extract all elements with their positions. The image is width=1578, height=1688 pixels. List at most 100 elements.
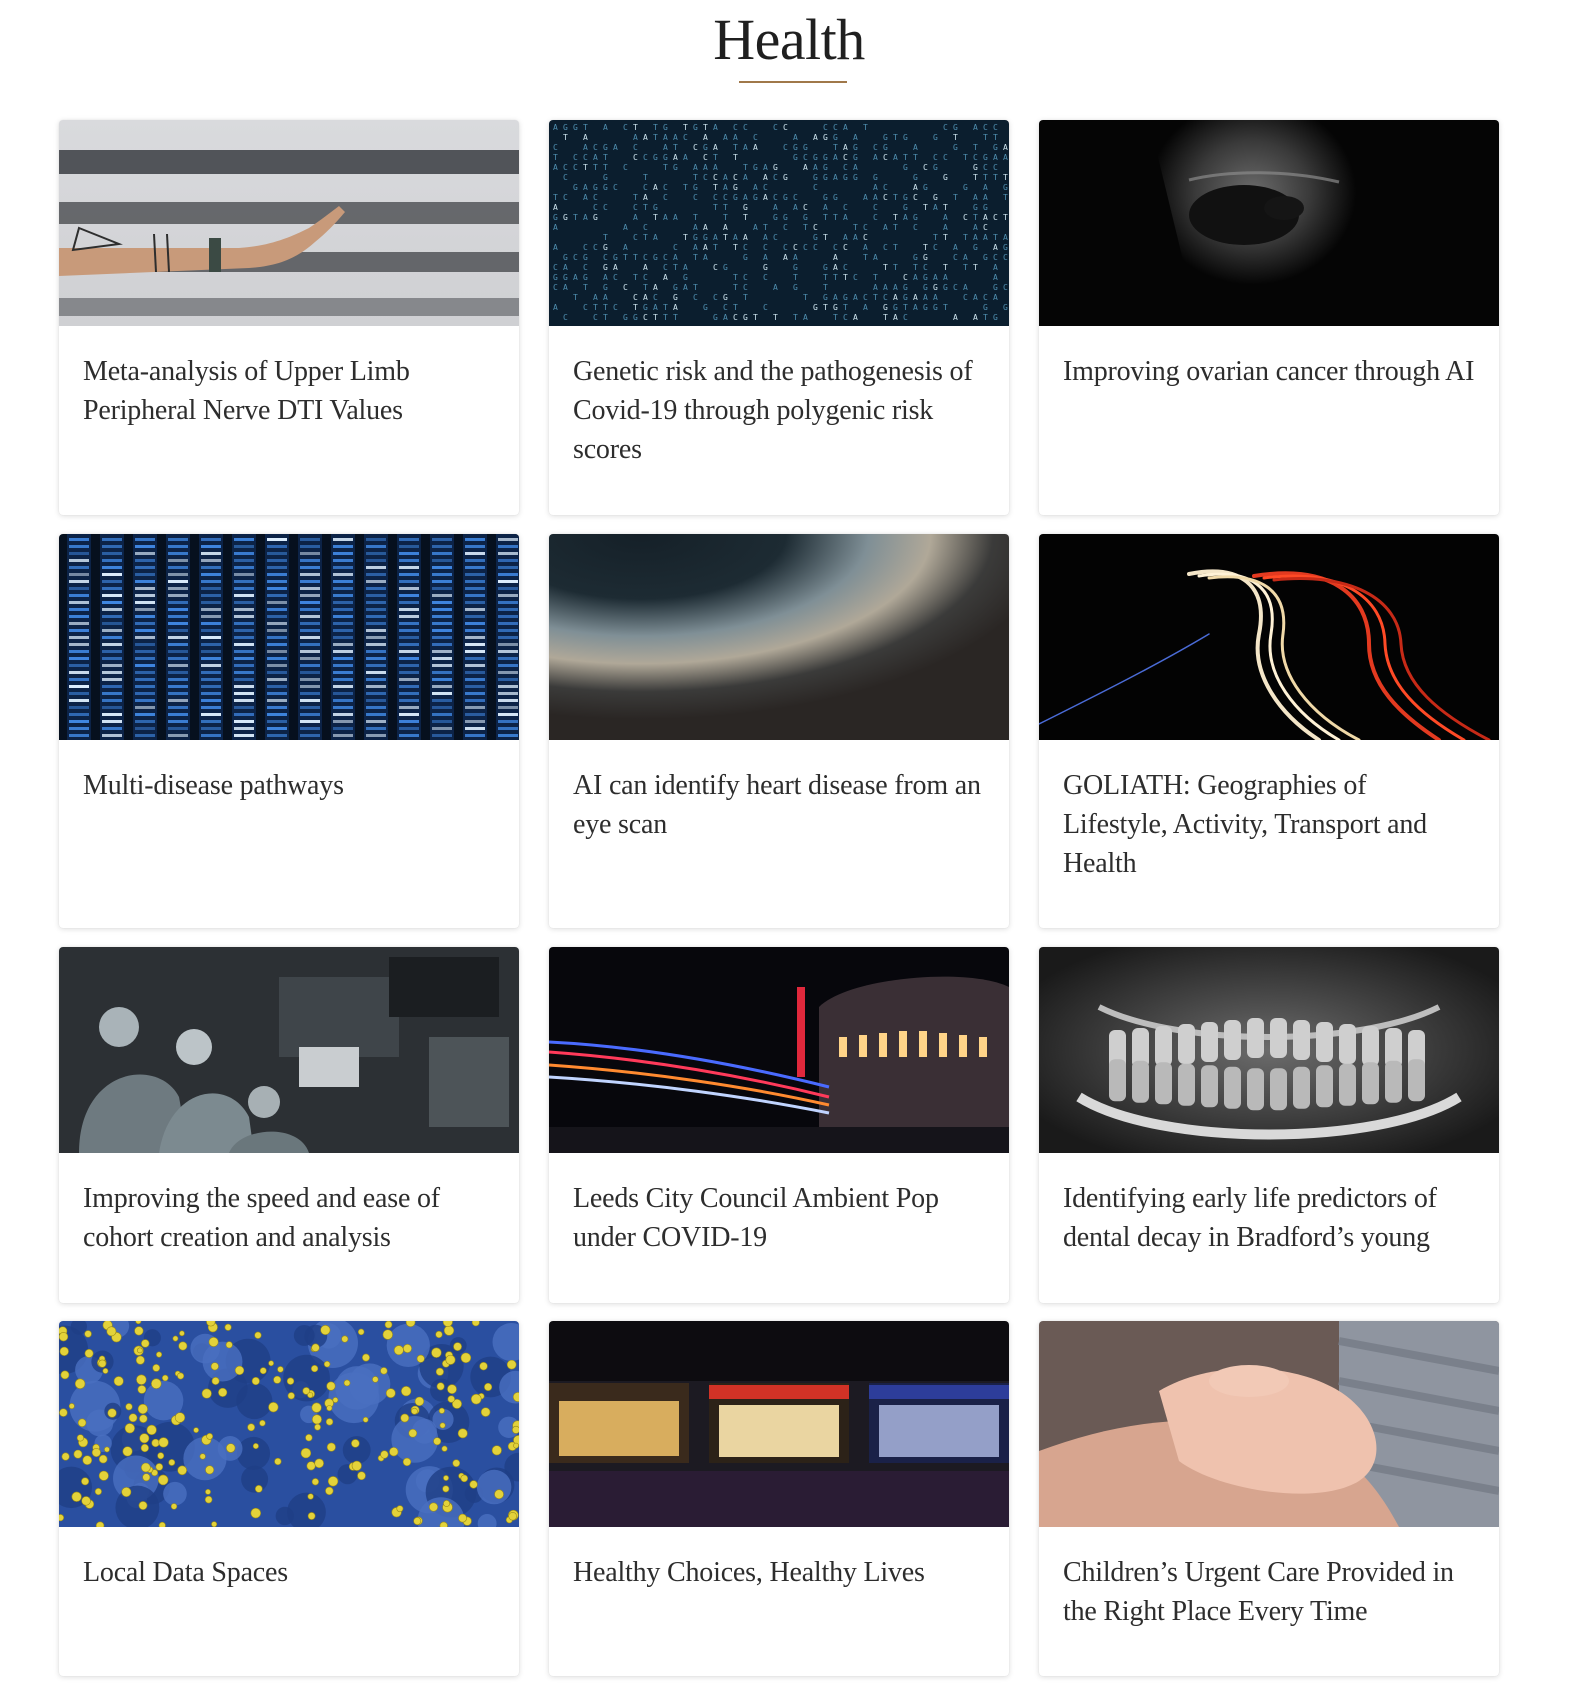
svg-text:A: A [743, 143, 748, 152]
svg-text:C: C [843, 263, 848, 272]
svg-text:C: C [783, 123, 788, 132]
svg-text:G: G [783, 213, 788, 222]
card-title: GOLIATH: Geographies of Lifestyle, Activ… [1063, 770, 1427, 879]
svg-text:G: G [913, 173, 918, 182]
svg-text:G: G [803, 143, 808, 152]
svg-text:G: G [843, 293, 848, 302]
project-card[interactable]: Children’s Urgent Care Provided in the R… [1039, 1321, 1499, 1676]
svg-text:T: T [833, 313, 838, 322]
svg-text:G: G [983, 153, 988, 162]
svg-text:G: G [583, 273, 588, 282]
svg-text:C: C [803, 243, 808, 252]
card-title: AI can identify heart disease from an ey… [573, 770, 981, 840]
svg-text:G: G [813, 173, 818, 182]
svg-text:G: G [903, 283, 908, 292]
svg-text:C: C [883, 293, 888, 302]
svg-text:G: G [593, 213, 598, 222]
svg-text:G: G [603, 183, 608, 192]
card-title: Healthy Choices, Healthy Lives [573, 1557, 925, 1588]
svg-text:A: A [1003, 233, 1008, 242]
svg-text:C: C [763, 183, 768, 192]
svg-text:T: T [793, 273, 798, 282]
svg-text:A: A [873, 183, 878, 192]
svg-text:A: A [893, 153, 898, 162]
svg-text:C: C [863, 293, 868, 302]
svg-text:T: T [833, 273, 838, 282]
svg-text:A: A [963, 253, 968, 262]
svg-text:T: T [893, 133, 898, 142]
svg-text:C: C [633, 153, 638, 162]
svg-text:G: G [993, 313, 998, 322]
svg-text:T: T [913, 263, 918, 272]
project-card[interactable]: Improving ovarian cancer through AI [1039, 120, 1499, 515]
svg-text:G: G [663, 153, 668, 162]
svg-text:C: C [643, 313, 648, 322]
svg-text:T: T [653, 213, 658, 222]
svg-text:G: G [953, 123, 958, 132]
svg-text:A: A [553, 203, 558, 212]
svg-text:C: C [953, 253, 958, 262]
svg-text:C: C [983, 223, 988, 232]
svg-text:T: T [693, 213, 698, 222]
svg-text:A: A [763, 253, 768, 262]
svg-text:A: A [553, 243, 558, 252]
svg-text:G: G [553, 273, 558, 282]
svg-text:C: C [563, 193, 568, 202]
svg-text:A: A [713, 233, 718, 242]
svg-text:C: C [593, 193, 598, 202]
svg-text:G: G [603, 283, 608, 292]
svg-text:A: A [723, 133, 728, 142]
svg-text:A: A [723, 173, 728, 182]
svg-text:T: T [973, 173, 978, 182]
svg-text:T: T [973, 143, 978, 152]
svg-text:G: G [653, 203, 658, 212]
project-card[interactable]: GOLIATH: Geographies of Lifestyle, Activ… [1039, 534, 1499, 928]
svg-text:G: G [943, 283, 948, 292]
svg-text:A: A [653, 233, 658, 242]
svg-text:T: T [683, 183, 688, 192]
svg-text:T: T [793, 313, 798, 322]
svg-text:T: T [653, 123, 658, 132]
svg-text:C: C [803, 203, 808, 212]
svg-text:C: C [743, 123, 748, 132]
project-card[interactable]: Local Data Spaces [59, 1321, 519, 1676]
svg-text:G: G [723, 263, 728, 272]
project-card[interactable]: Meta-analysis of Upper Limb Peripheral N… [59, 120, 519, 515]
svg-text:A: A [833, 253, 838, 262]
project-card[interactable]: Improving the speed and ease of cohort c… [59, 947, 519, 1303]
project-card[interactable]: AI can identify heart disease from an ey… [549, 534, 1009, 928]
svg-text:C: C [843, 243, 848, 252]
svg-text:T: T [713, 203, 718, 212]
svg-text:G: G [603, 263, 608, 272]
svg-text:C: C [793, 243, 798, 252]
svg-text:A: A [603, 293, 608, 302]
virus-microscope-photo [59, 1321, 519, 1527]
svg-text:T: T [893, 243, 898, 252]
svg-text:A: A [823, 203, 828, 212]
project-card[interactable]: Multi-disease pathways [59, 534, 519, 928]
svg-text:G: G [663, 123, 668, 132]
svg-text:G: G [923, 183, 928, 192]
svg-text:G: G [573, 123, 578, 132]
svg-text:A: A [953, 243, 958, 252]
svg-text:T: T [953, 133, 958, 142]
svg-text:G: G [763, 263, 768, 272]
title-underline [739, 81, 847, 83]
svg-text:C: C [553, 283, 558, 292]
svg-text:C: C [863, 233, 868, 242]
svg-text:C: C [773, 173, 778, 182]
svg-text:T: T [583, 283, 588, 292]
svg-text:A: A [883, 223, 888, 232]
svg-text:T: T [923, 243, 928, 252]
svg-text:A: A [893, 313, 898, 322]
svg-text:A: A [703, 243, 708, 252]
project-card[interactable]: Leeds City Council Ambient Pop under COV… [549, 947, 1009, 1303]
svg-text:T: T [723, 233, 728, 242]
svg-text:T: T [673, 263, 678, 272]
svg-text:G: G [913, 253, 918, 262]
svg-text:C: C [733, 173, 738, 182]
project-card[interactable]: Identifying early life predictors of den… [1039, 947, 1499, 1303]
project-card[interactable]: Healthy Choices, Healthy Lives [549, 1321, 1009, 1676]
svg-text:C: C [693, 293, 698, 302]
